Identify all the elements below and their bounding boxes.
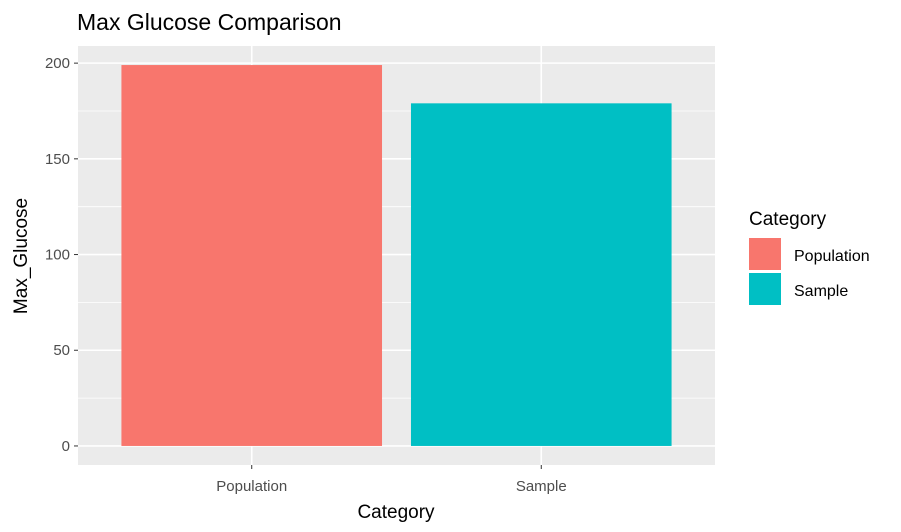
- legend: Category Population Sample: [749, 209, 870, 305]
- legend-title: Category: [749, 209, 827, 230]
- y-tick-label: 200: [45, 55, 70, 72]
- legend-swatch: [749, 238, 781, 270]
- legend-label: Population: [794, 248, 870, 265]
- x-axis-title: Category: [357, 502, 435, 523]
- x-tick-label: Sample: [516, 478, 567, 495]
- y-axis-ticks: 0 50 100 150 200: [45, 55, 78, 455]
- y-tick-label: 50: [53, 342, 70, 359]
- bars: [121, 65, 672, 446]
- legend-label: Sample: [794, 283, 848, 300]
- x-tick-label: Population: [216, 478, 287, 495]
- y-tick-label: 0: [62, 438, 70, 455]
- y-tick-label: 100: [45, 247, 70, 264]
- x-axis-ticks: Population Sample: [216, 465, 567, 495]
- bar: [121, 65, 383, 446]
- y-tick-label: 150: [45, 151, 70, 168]
- y-axis-title: Max_Glucose: [11, 198, 32, 314]
- legend-swatch: [749, 273, 781, 305]
- chart-title: Max Glucose Comparison: [77, 9, 342, 35]
- bar: [410, 103, 672, 446]
